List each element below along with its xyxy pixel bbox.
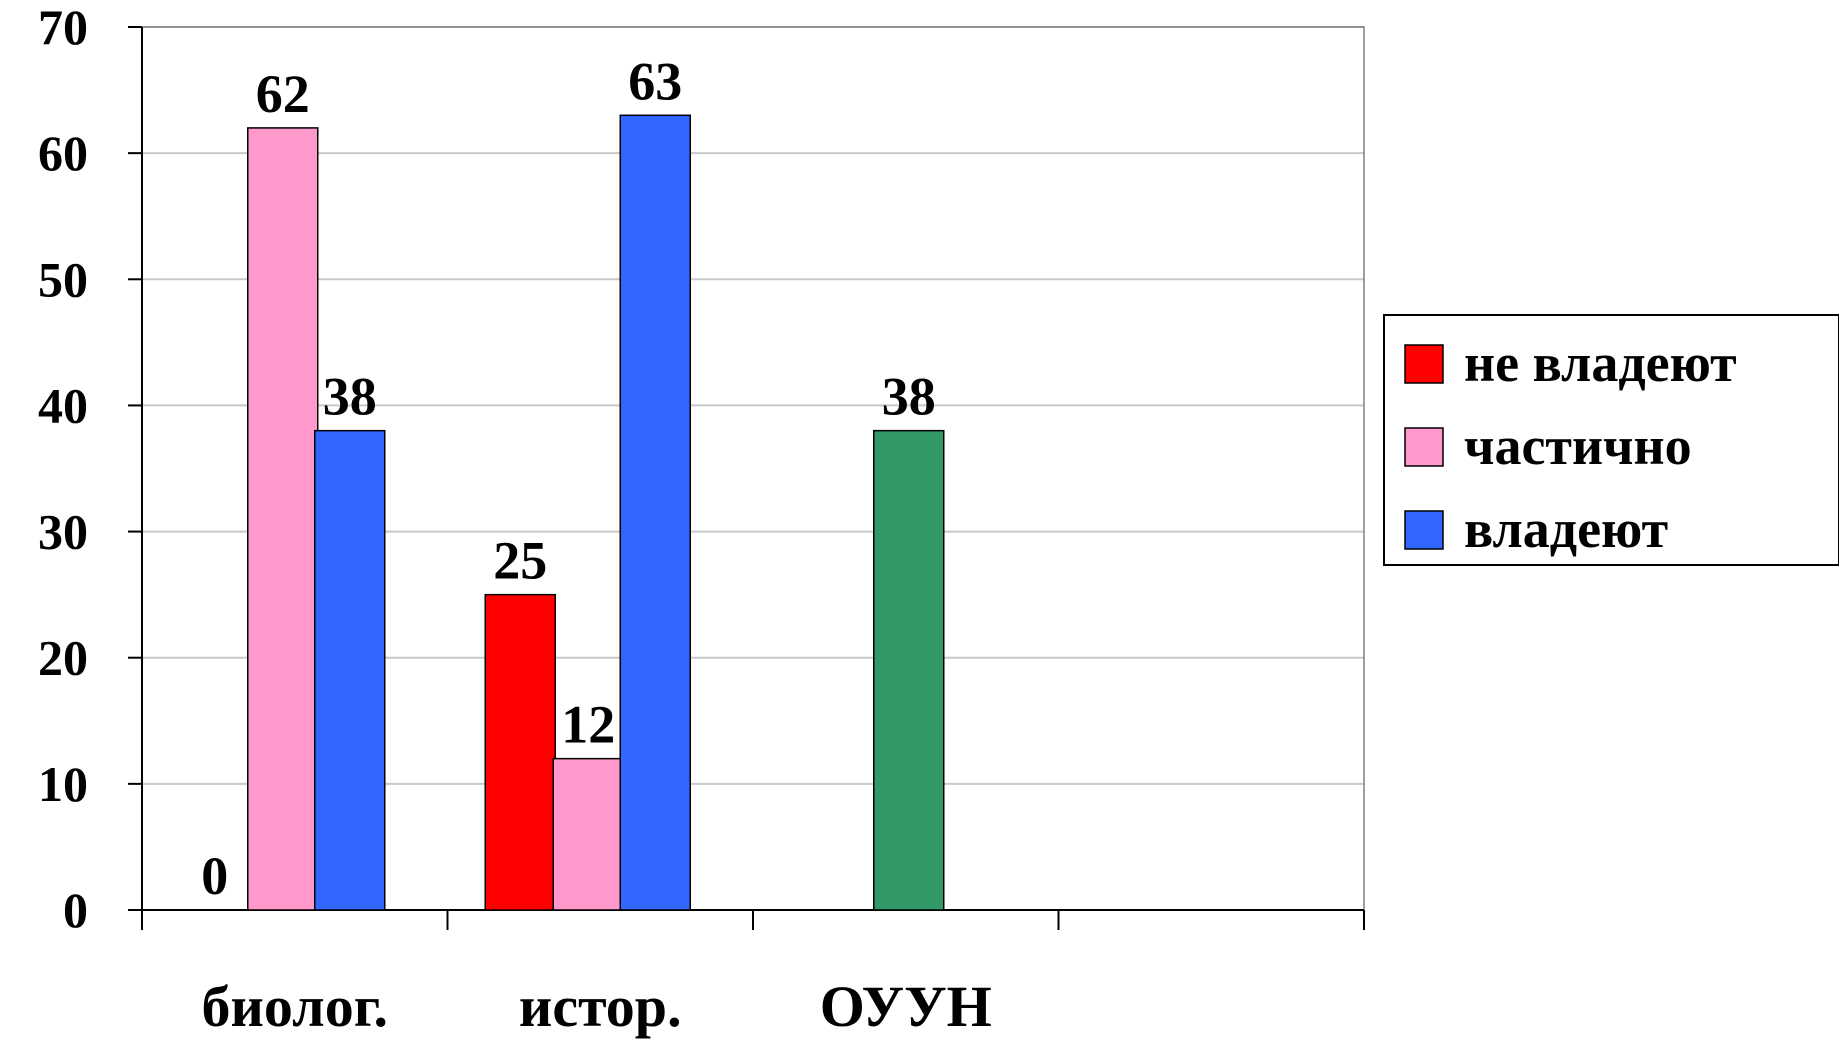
category-label: биолог.: [202, 974, 389, 1039]
data-label: 62: [256, 64, 310, 124]
data-label: 63: [628, 51, 682, 111]
bar: [314, 429, 386, 911]
y-tick-label: 40: [38, 377, 88, 433]
y-tick-label: 0: [63, 882, 88, 938]
bar: [484, 593, 556, 911]
data-label: 0: [201, 846, 228, 906]
legend-swatch: [1404, 510, 1444, 550]
y-tick-label: 50: [38, 251, 88, 307]
y-tick-label: 30: [38, 504, 88, 560]
legend-swatch: [1404, 344, 1444, 384]
category-label: ОУУН: [820, 974, 992, 1039]
legend-label: не владеют: [1464, 333, 1737, 393]
legend: [1383, 314, 1839, 566]
bar: [247, 127, 319, 911]
data-label: 38: [323, 367, 377, 427]
y-tick-label: 60: [38, 125, 88, 181]
data-label: 38: [882, 367, 936, 427]
bar: [873, 429, 945, 911]
legend-label: владеют: [1464, 499, 1668, 559]
legend-label: частично: [1464, 416, 1692, 476]
data-label: 12: [561, 695, 615, 755]
bar: [552, 757, 624, 911]
category-label: истор.: [519, 974, 682, 1039]
legend-swatch: [1404, 427, 1444, 467]
data-label: 25: [493, 531, 547, 591]
y-tick-label: 70: [38, 0, 88, 55]
y-tick-label: 20: [38, 630, 88, 686]
y-tick-label: 10: [38, 756, 88, 812]
bar: [619, 114, 691, 911]
